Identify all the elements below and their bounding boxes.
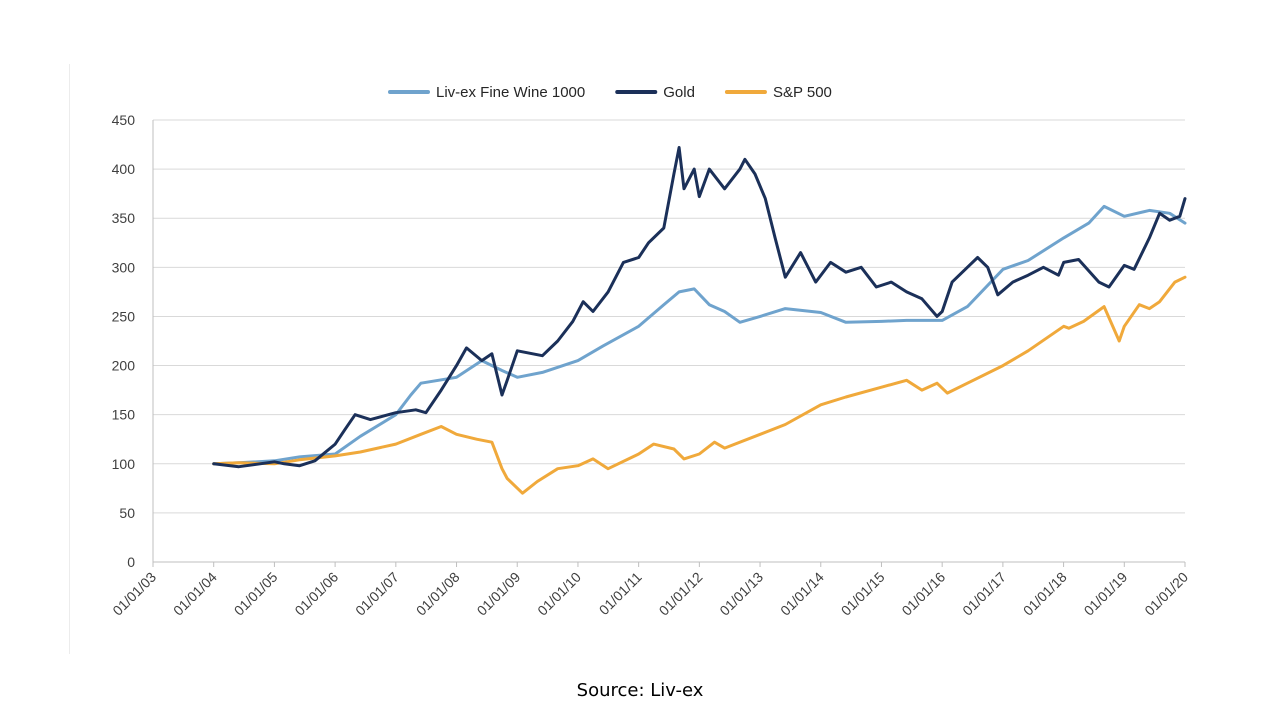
x-tick-label: 01/01/16 xyxy=(898,569,948,619)
legend-label: Liv-ex Fine Wine 1000 xyxy=(436,84,585,101)
x-tick-label: 01/01/15 xyxy=(838,569,888,619)
chart-frame: 0 50 100 150 200 250 300 350 400 450 01/01/03 01/01… xyxy=(69,64,1214,654)
x-tick-label: 01/01/17 xyxy=(959,569,1009,619)
x-tick-label: 01/01/08 xyxy=(413,569,463,619)
x-tick-label: 01/01/18 xyxy=(1020,569,1070,619)
y-tick-label: 150 xyxy=(112,407,136,423)
y-tick-label: 350 xyxy=(112,210,136,226)
series-line-liv-ex-fine-wine-1000 xyxy=(212,204,1187,466)
y-tick-label: 100 xyxy=(112,456,136,472)
y-tick-label: 300 xyxy=(112,259,136,275)
x-tick-label: 01/01/05 xyxy=(231,569,281,619)
series-line-gold xyxy=(212,146,1187,469)
source-caption: Source: Liv-ex xyxy=(576,680,704,701)
x-tick-label: 01/01/09 xyxy=(474,569,524,619)
x-tick-label: 01/01/12 xyxy=(656,569,706,619)
x-tick-label: 01/01/19 xyxy=(1081,569,1131,619)
legend-label: Gold xyxy=(663,84,695,101)
x-tick-label: 01/01/14 xyxy=(777,569,827,619)
x-tick-label: 01/01/20 xyxy=(1141,569,1191,619)
y-tick-label: 400 xyxy=(112,161,136,177)
x-tick-label: 01/01/07 xyxy=(352,569,402,619)
y-tick-label: 450 xyxy=(112,112,136,128)
x-tick-label: 01/01/04 xyxy=(170,569,220,619)
x-tick-label: 01/01/11 xyxy=(596,569,645,618)
series-line-s-p-500 xyxy=(212,275,1187,495)
x-tick-label: 01/01/10 xyxy=(534,569,584,619)
y-tick-label: 200 xyxy=(112,358,136,374)
y-tick-label: 250 xyxy=(112,308,136,324)
x-tick-label: 01/01/13 xyxy=(716,569,766,619)
x-tick-label: 01/01/06 xyxy=(291,569,341,619)
y-tick-label: 0 xyxy=(127,554,135,570)
legend-label: S&P 500 xyxy=(773,84,832,101)
x-tick-label: 01/01/03 xyxy=(109,569,159,619)
y-tick-label: 50 xyxy=(119,505,135,521)
